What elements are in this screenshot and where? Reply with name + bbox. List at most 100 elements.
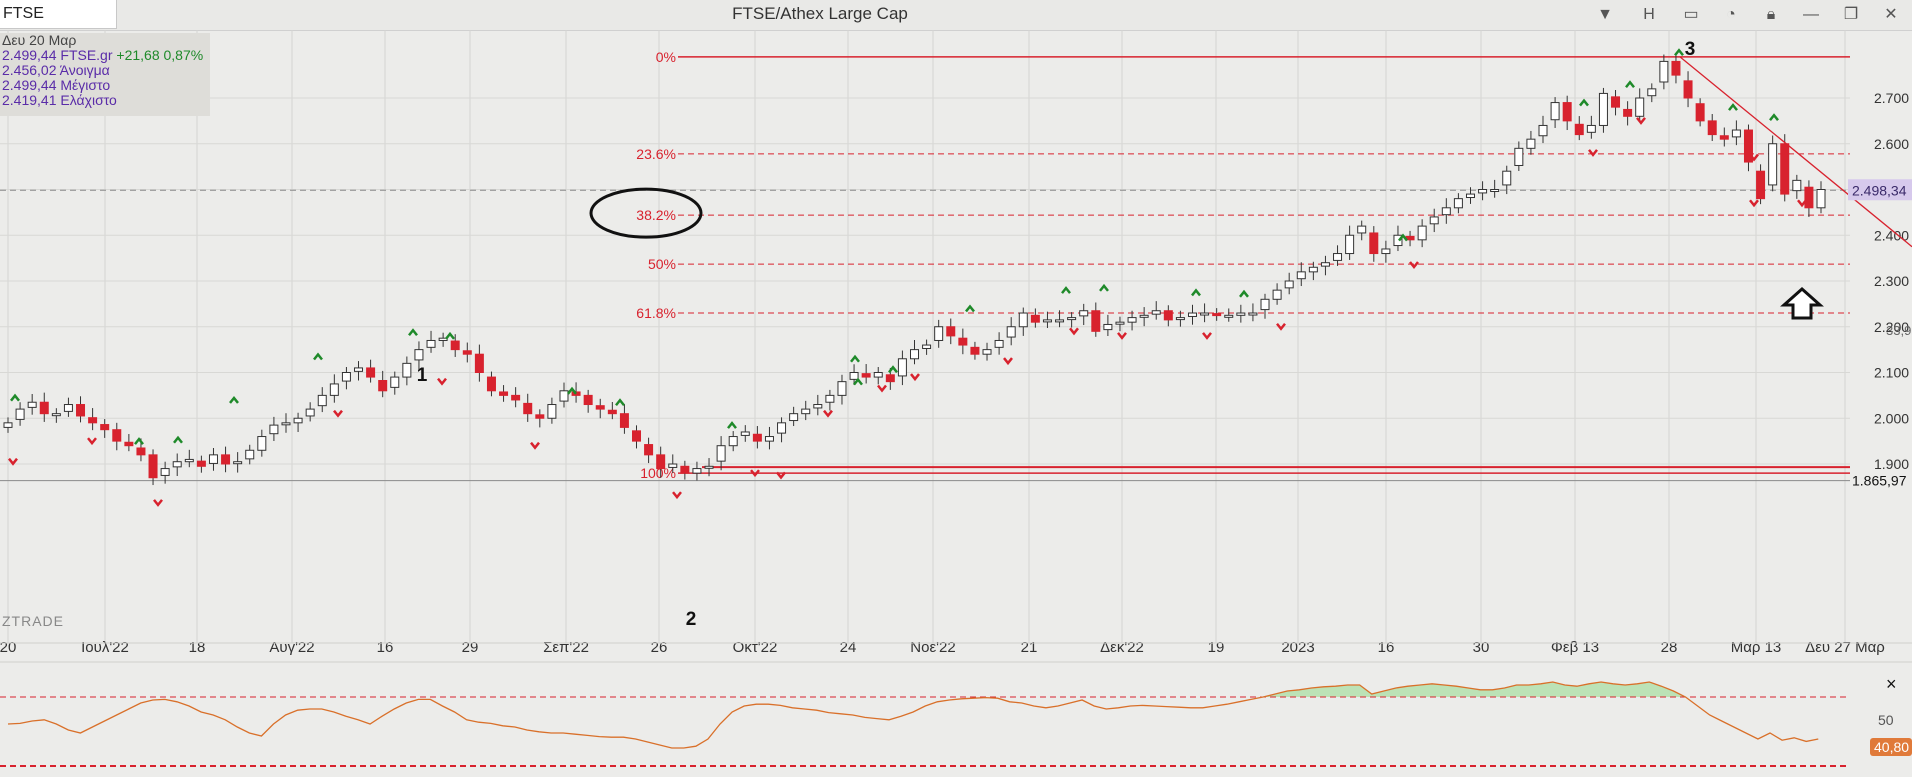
minimize-icon[interactable]: — — [1803, 6, 1819, 23]
candle — [221, 454, 231, 465]
fractal-down-marker — [823, 409, 833, 418]
wave-label-3: 3 — [1685, 39, 1696, 60]
candle — [39, 401, 49, 415]
candle — [1163, 310, 1173, 321]
rsi-badge-bg — [1870, 738, 1912, 756]
x-tick-label: 16 — [377, 639, 394, 656]
candle — [656, 454, 666, 470]
x-tick-label: Αυγ'22 — [269, 639, 314, 656]
candle — [1067, 317, 1077, 321]
candle — [668, 463, 678, 468]
x-tick-label: Δεκ'22 — [1100, 639, 1144, 656]
candle — [1187, 312, 1197, 317]
candle — [112, 429, 122, 442]
candle — [523, 402, 533, 415]
candle — [124, 441, 134, 447]
candle — [1393, 234, 1403, 247]
fractal-up-marker — [850, 354, 860, 363]
comment-icon[interactable]: ◔ — [1726, 6, 1736, 23]
candle — [1550, 102, 1560, 121]
candle — [1248, 312, 1258, 316]
candle — [1224, 314, 1234, 318]
fractal-up-marker — [1398, 233, 1408, 242]
x-tick-label: Οκτ'22 — [733, 639, 778, 656]
candle — [1333, 253, 1343, 261]
candle — [1671, 60, 1681, 76]
candle — [1308, 266, 1318, 273]
candle — [281, 422, 291, 426]
candle — [136, 447, 146, 456]
info-low: 2.419,41 Ελάχιστο — [2, 92, 117, 108]
lock-icon[interactable]: 🔒︎ — [1766, 6, 1776, 23]
fractal-down-marker — [1069, 327, 1079, 336]
rsi-axis-label: 50 — [1878, 712, 1894, 728]
candle — [63, 404, 73, 412]
fib-label: 0% — [656, 49, 676, 65]
fractal-up-marker — [1099, 283, 1109, 292]
x-tick-label: 16 — [1378, 639, 1395, 656]
x-tick-label: 30 — [1473, 639, 1490, 656]
rsi-line — [7, 681, 1819, 749]
candle — [511, 394, 521, 401]
y-tick-label: 2.700 — [1874, 90, 1909, 106]
y-tick-label: 1.900 — [1874, 456, 1909, 472]
fractal-up-marker — [134, 437, 144, 445]
candle — [233, 461, 243, 465]
candle — [88, 417, 98, 424]
candle — [462, 350, 472, 355]
candle — [559, 390, 569, 402]
x-tick-label: 24 — [840, 639, 857, 656]
fractal-up-marker — [1191, 288, 1201, 297]
symbol-input[interactable]: FTSE — [0, 0, 117, 29]
candle — [208, 454, 218, 464]
rsi-overbought-fill — [8, 682, 1821, 697]
candle — [426, 339, 436, 348]
candle — [704, 465, 714, 469]
fractal-down-marker — [1797, 199, 1807, 208]
candle — [160, 468, 170, 476]
rsi-close-icon[interactable]: × — [1886, 674, 1897, 694]
x-tick-label: Ιουλ'22 — [81, 639, 129, 656]
y-tick-label: 2.400 — [1874, 227, 1909, 243]
candle — [813, 404, 823, 409]
candle — [1816, 189, 1826, 209]
x-tick-label: 21 — [1021, 639, 1038, 656]
h-button[interactable]: H — [1643, 6, 1655, 23]
x-tick-label: Δευ 27 Μαρ — [1805, 639, 1885, 656]
x-tick-label: Σεπ'22 — [543, 639, 589, 656]
dropdown-icon[interactable]: ▼ — [1597, 6, 1613, 23]
fractal-up-marker — [1579, 98, 1589, 107]
fractal-down-marker — [1003, 357, 1013, 366]
fractal-up-marker — [313, 352, 323, 361]
fractal-down-marker — [8, 457, 18, 466]
fractal-up-marker — [567, 386, 577, 395]
fractal-up-marker — [1625, 80, 1635, 89]
candle — [873, 372, 883, 378]
candle — [76, 404, 86, 417]
candle — [994, 339, 1004, 348]
candle — [27, 401, 37, 408]
x-tick-label: 28 — [1661, 639, 1678, 656]
candle — [1079, 310, 1089, 317]
candle — [378, 380, 388, 392]
fractal-up-marker — [445, 331, 455, 340]
candle — [1611, 96, 1621, 108]
chart-title: FTSE/Athex Large Cap — [732, 4, 908, 23]
fractal-up-marker — [229, 395, 239, 404]
info-last-line: 2.499,44 FTSE.gr +21,68 0,87% — [2, 48, 210, 63]
fractal-up-marker — [1769, 113, 1779, 121]
y-tick-label: 2.100 — [1874, 365, 1909, 381]
candle — [3, 422, 13, 428]
candle — [946, 326, 956, 337]
restore-icon[interactable]: ❐ — [1843, 6, 1859, 23]
window-icon[interactable]: ▭ — [1683, 6, 1699, 23]
candle — [801, 408, 811, 415]
y-tick-label: 2.000 — [1874, 410, 1909, 426]
close-icon[interactable]: ✕ — [1884, 6, 1898, 23]
candle — [269, 424, 279, 435]
candle — [196, 460, 206, 467]
candle — [1756, 170, 1766, 200]
fractal-down-marker — [877, 384, 887, 393]
candle — [619, 413, 629, 428]
